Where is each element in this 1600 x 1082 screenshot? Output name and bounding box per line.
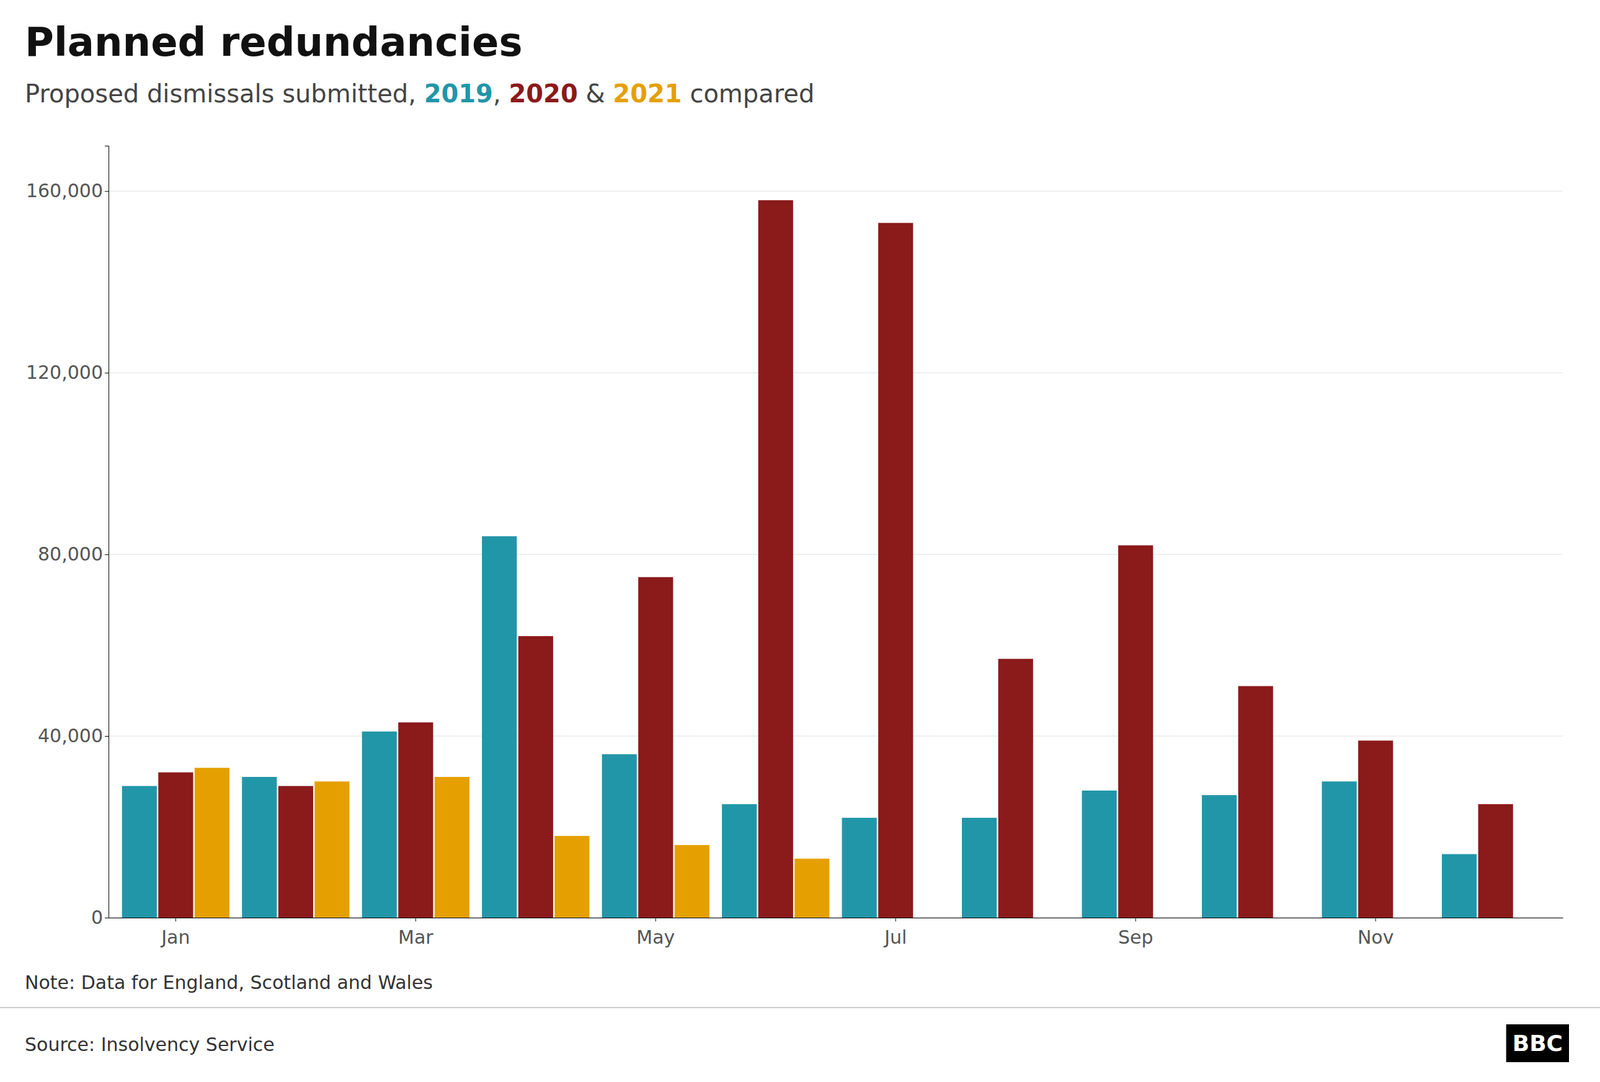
- x-tick-label: Jul: [883, 926, 907, 949]
- bar: [602, 754, 637, 918]
- y-axis: 0 40,000 80,000 120,000 160,000: [26, 146, 110, 929]
- x-tick-label: Sep: [1118, 926, 1154, 949]
- grid-line: [108, 736, 1563, 737]
- x-axis: Jan Mar May Jul Sep Nov: [109, 917, 1564, 949]
- bar: [1082, 790, 1117, 918]
- bar: [194, 767, 230, 918]
- note: Note: Data for England, Scotland and Wal…: [24, 971, 433, 994]
- subtitle-part: Proposed dismissals submitted,: [24, 79, 425, 108]
- y-tick-label: 160,000: [26, 179, 103, 202]
- y-axis-line: [104, 146, 110, 919]
- bar: [961, 817, 997, 918]
- y-tick-mark: [104, 191, 109, 192]
- title: Planned redundancies: [24, 19, 523, 66]
- series-bars: [158, 200, 1514, 918]
- x-axis-line: [109, 917, 1564, 919]
- x-tick-mark: [1135, 917, 1137, 922]
- source: Source: Insolvency Service: [24, 1033, 275, 1056]
- y-tick-mark: [104, 554, 109, 556]
- y-tick: 40,000: [37, 724, 109, 747]
- x-tick-label: Jan: [160, 926, 190, 949]
- bar: [362, 731, 397, 918]
- x-tick: Nov: [1357, 917, 1395, 949]
- bars: [122, 200, 1514, 918]
- x-tick-mark: [175, 917, 177, 922]
- subtitle-part: compared: [682, 79, 815, 108]
- bar: [278, 786, 314, 918]
- y-tick-label: 80,000: [37, 543, 103, 565]
- y-tick: 0: [91, 906, 109, 929]
- bar: [314, 781, 350, 918]
- series-bars: [122, 536, 1478, 918]
- bar: [398, 722, 433, 918]
- y-tick-mark: [104, 372, 109, 374]
- chart: Planned redundancies Proposed dismissals …: [0, 0, 1600, 1082]
- grid-line: [108, 372, 1563, 374]
- y-tick-label: 0: [91, 906, 103, 929]
- x-tick-label: Mar: [398, 926, 434, 949]
- x-tick: Sep: [1118, 917, 1154, 949]
- bar: [721, 804, 757, 918]
- bar: [998, 659, 1034, 918]
- bar: [241, 777, 277, 918]
- y-tick-label: 120,000: [26, 361, 103, 384]
- bar: [122, 786, 157, 918]
- bar: [481, 536, 517, 918]
- y-tick: 80,000: [37, 543, 109, 565]
- subtitle-part: &: [577, 79, 614, 108]
- bar: [878, 223, 913, 919]
- x-tick: Jan: [160, 917, 190, 949]
- x-tick-mark: [655, 917, 657, 922]
- x-tick-label: May: [636, 926, 675, 949]
- subtitle: Proposed dismissals submitted, 2019, 202…: [24, 79, 815, 108]
- x-tick-mark: [415, 917, 417, 922]
- logo: BBC: [1506, 1024, 1569, 1063]
- bar: [758, 200, 794, 918]
- y-tick-mark: [104, 917, 109, 919]
- bar: [842, 817, 877, 918]
- bar: [1322, 781, 1357, 918]
- grid: [108, 191, 1563, 918]
- x-tick: Mar: [398, 917, 434, 949]
- subtitle-part: ,: [493, 79, 509, 108]
- plot: 0 40,000 80,000 120,000 160,000 Jan Mar May Jul S…: [26, 146, 1564, 949]
- y-tick: 160,000: [26, 179, 109, 202]
- bar: [1238, 686, 1274, 919]
- y-tick: 120,000: [26, 361, 109, 384]
- grid-line: [108, 191, 1563, 192]
- bar: [794, 858, 830, 918]
- grid-line: [108, 554, 1563, 556]
- bar: [518, 636, 554, 918]
- bar: [1118, 545, 1153, 918]
- subtitle-series-name: 2021: [612, 79, 682, 108]
- bar: [1358, 740, 1393, 918]
- bar: [434, 777, 470, 918]
- x-tick: May: [636, 917, 675, 949]
- y-tick-label: 40,000: [37, 724, 103, 747]
- bar: [674, 845, 710, 918]
- bar: [158, 772, 193, 918]
- bar: [1478, 804, 1514, 918]
- x-tick-label: Nov: [1357, 926, 1395, 949]
- bar: [554, 835, 590, 918]
- bar: [1441, 853, 1477, 918]
- x-tick-mark: [895, 917, 897, 922]
- separator: [0, 1007, 1600, 1009]
- x-tick-mark: [1375, 917, 1377, 922]
- subtitle-series-name: 2020: [508, 79, 578, 108]
- series-bars: [194, 767, 830, 918]
- bar: [1201, 795, 1237, 918]
- logo-text: BBC: [1512, 1030, 1563, 1057]
- y-tick-mark: [104, 736, 109, 737]
- subtitle-series-name: 2019: [424, 79, 494, 108]
- logo-box: [1506, 1024, 1569, 1063]
- bar: [638, 577, 673, 918]
- x-tick: Jul: [883, 917, 907, 949]
